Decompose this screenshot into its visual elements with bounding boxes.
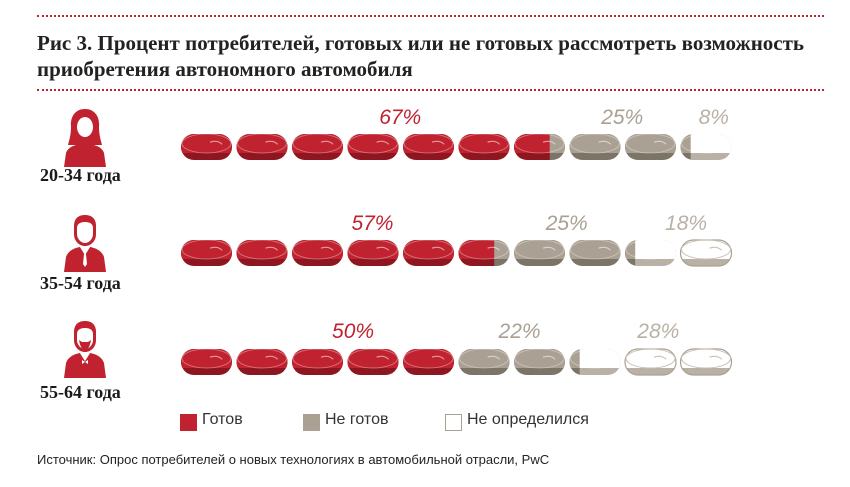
percent-label: 67% <box>379 106 421 129</box>
percent-label: 22% <box>498 320 541 343</box>
token <box>679 239 733 267</box>
token <box>625 239 676 266</box>
percent-label: 57% <box>351 212 393 235</box>
percent-label: 18% <box>665 212 707 235</box>
token <box>403 348 454 375</box>
legend-label-not-ready: Не готов <box>325 411 389 428</box>
token <box>181 239 232 266</box>
person-male-young-icon <box>64 215 106 272</box>
token <box>292 239 343 266</box>
token <box>514 133 565 160</box>
percent-label: 50% <box>332 320 374 343</box>
person-female-icon <box>64 109 106 167</box>
legend-swatch-ready <box>180 414 197 431</box>
token <box>514 239 565 266</box>
chart-title: Рис 3. Процент потребителей, готовых или… <box>37 31 805 81</box>
token <box>236 239 288 266</box>
token <box>458 239 510 266</box>
token <box>347 239 399 266</box>
token <box>236 348 288 375</box>
legend-swatch-not-ready <box>303 414 320 431</box>
token <box>403 133 454 160</box>
source-note: Источник: Опрос потребителей о новых тех… <box>37 452 550 467</box>
person-male-senior-icon <box>64 321 106 378</box>
age-group-label: 20-34 года <box>40 165 121 185</box>
token <box>514 348 565 375</box>
token <box>458 133 510 160</box>
token <box>680 133 732 160</box>
token <box>292 133 343 160</box>
token <box>624 348 677 376</box>
token <box>181 348 232 375</box>
token <box>625 133 676 160</box>
legend-label-ready: Готов <box>202 411 243 428</box>
token <box>181 133 232 160</box>
age-group-label: 35-54 года <box>40 273 121 293</box>
top-dotted-divider <box>37 15 824 17</box>
percent-label: 25% <box>545 212 588 235</box>
age-group-label: 55-64 года <box>40 382 121 402</box>
token <box>679 348 733 376</box>
token <box>403 239 454 266</box>
token <box>569 348 621 375</box>
percent-label: 25% <box>600 106 643 129</box>
token <box>347 133 399 160</box>
token <box>347 348 399 375</box>
percent-label: 28% <box>636 320 679 343</box>
title-dotted-divider <box>37 89 824 91</box>
percent-label: 8% <box>699 106 729 129</box>
token <box>569 133 621 160</box>
token <box>458 348 510 375</box>
token <box>292 348 343 375</box>
token <box>236 133 288 160</box>
legend-swatch-undecided <box>445 414 462 431</box>
legend-label-undecided: Не определился <box>467 411 589 428</box>
token <box>569 239 621 266</box>
